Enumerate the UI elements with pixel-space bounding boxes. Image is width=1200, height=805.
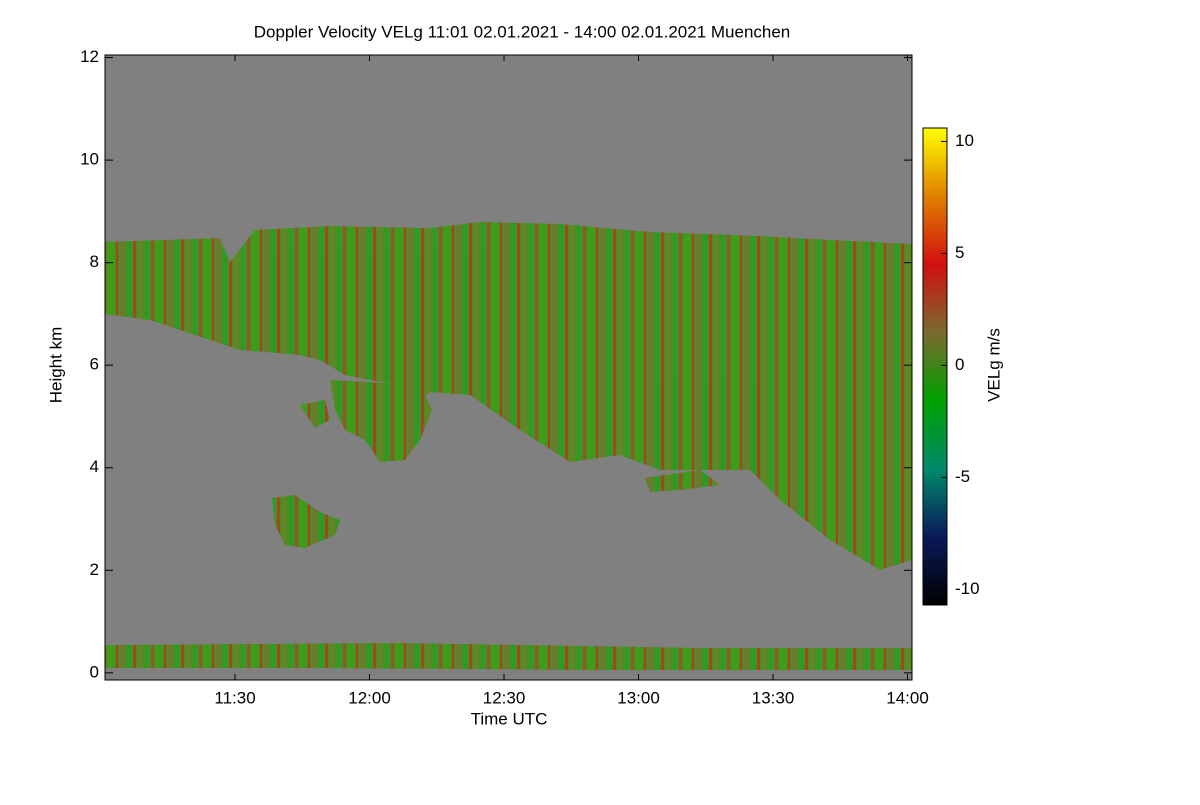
- x-tick-label: 14:00: [886, 688, 929, 707]
- y-tick-label: 8: [90, 252, 99, 271]
- y-tick-label: 2: [90, 560, 99, 579]
- colorbar-tick-label: 5: [955, 243, 964, 262]
- plot-frame: [104, 54, 913, 681]
- y-tick-label: 6: [90, 355, 99, 374]
- x-tick-label: 12:30: [483, 688, 526, 707]
- fall-streak: [300, 400, 330, 428]
- colorbar-tick-label: -5: [955, 467, 970, 486]
- ground-layer: [105, 643, 912, 670]
- main-cloud: [105, 222, 912, 570]
- low-blob: [272, 495, 340, 548]
- colorbar: [922, 127, 948, 606]
- y-tick-label: 0: [90, 662, 99, 681]
- y-tick-label: 10: [80, 150, 99, 169]
- y-tick-label: 4: [90, 457, 99, 476]
- streak-right: [645, 470, 720, 492]
- echo-regions: [105, 222, 912, 670]
- colorbar-tick-label: 0: [955, 355, 964, 374]
- x-tick-label: 13:00: [617, 688, 660, 707]
- y-axis-label: Height km: [46, 327, 65, 404]
- hanging-cloud: [330, 380, 432, 462]
- chart-title: Doppler Velocity VELg 11:01 02.01.2021 -…: [254, 22, 791, 41]
- colorbar-tick-label: 10: [955, 131, 974, 150]
- x-tick-label: 13:30: [752, 688, 795, 707]
- y-tick-label: 12: [80, 47, 99, 66]
- colorbar-tick-label: -10: [955, 579, 980, 598]
- x-axis-label: Time UTC: [471, 709, 548, 728]
- colorbar-label: VELg m/s: [984, 328, 1003, 402]
- plot-area: [104, 54, 913, 681]
- x-tick-label: 11:30: [214, 688, 255, 707]
- x-tick-label: 12:00: [348, 688, 391, 707]
